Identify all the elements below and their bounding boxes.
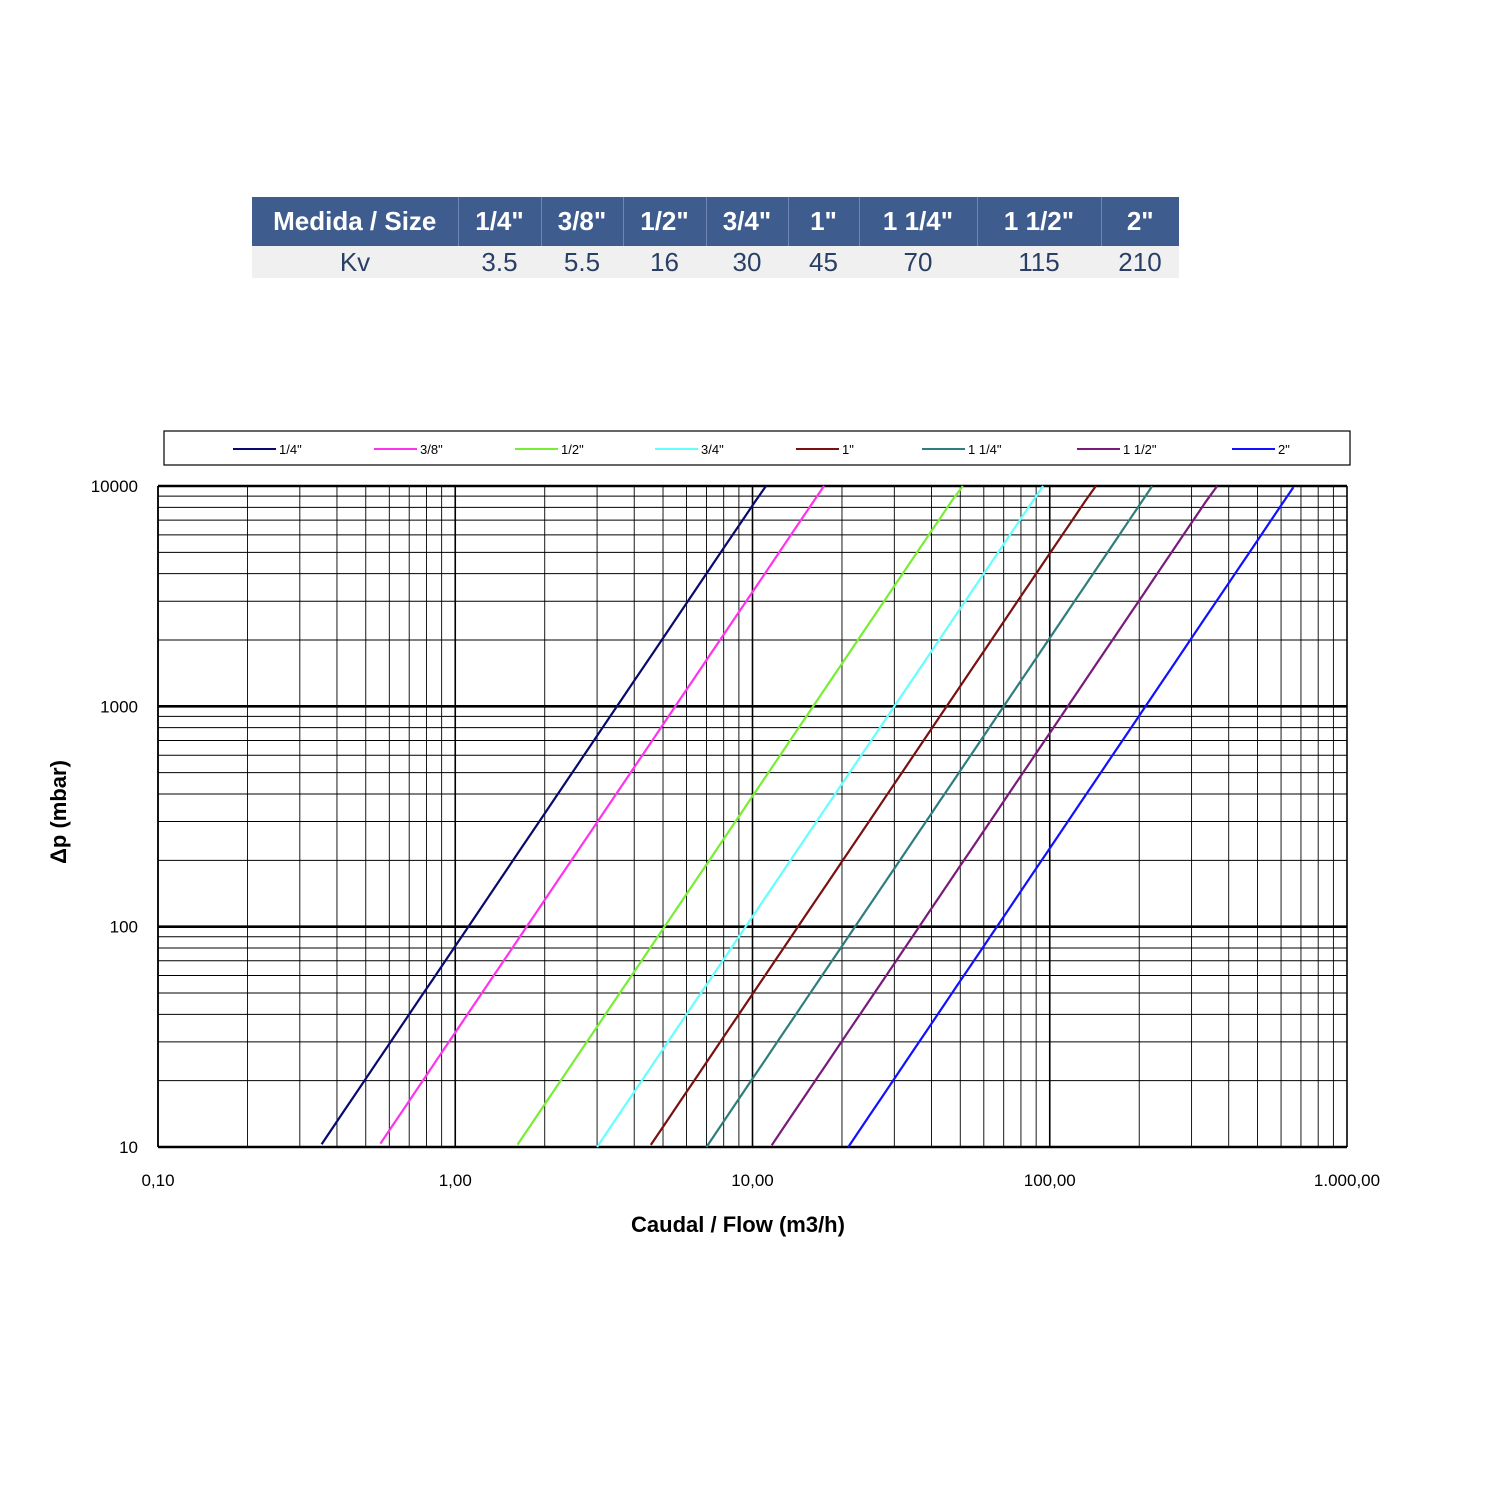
kv-cell: 70 (859, 246, 977, 278)
size-cell: 1 1/4" (859, 197, 978, 246)
legend-box (163, 430, 1351, 466)
x-tick-label: 100,00 (1024, 1171, 1076, 1190)
y-tick-label: 10000 (91, 477, 138, 496)
size-cell: 1 1/2" (977, 197, 1102, 246)
series-group (320, 485, 1295, 1148)
kv-cell: 3.5 (458, 246, 541, 278)
y-tick-label: 1000 (100, 697, 138, 716)
size-cell: 1" (788, 197, 860, 246)
legend-label: 1 1/2" (1123, 442, 1157, 457)
series-line (320, 485, 767, 1145)
size-cell: 2" (1101, 197, 1179, 246)
legend-label: 1/2" (561, 442, 584, 457)
kv-cell: 5.5 (541, 246, 623, 278)
size-cell: 1/4" (458, 197, 542, 246)
size-cell: 3/4" (706, 197, 789, 246)
x-tick-label: 1.000,00 (1314, 1171, 1380, 1190)
kv-cell: 45 (788, 246, 859, 278)
legend-label: 1 1/4" (968, 442, 1002, 457)
grid (157, 484, 1348, 1149)
series-line (847, 486, 1295, 1148)
x-tick-label: 0,10 (141, 1171, 174, 1190)
legend-label: 3/8" (420, 442, 443, 457)
x-tick-label: 1,00 (439, 1171, 472, 1190)
y-axis-title: Δp (mbar) (46, 760, 71, 864)
series-line (770, 485, 1219, 1146)
kv-table: Medida / Size 1/4" 3/8" 1/2" 3/4" 1" 1 1… (252, 197, 1179, 278)
kv-cell: 30 (706, 246, 788, 278)
legend: 1/4" 3/8" 1/2" 3/4" 1" 1 1/4" 1 1/2" 2" (163, 430, 1351, 466)
table-header-row: Medida / Size 1/4" 3/8" 1/2" 3/4" 1" 1 1… (252, 197, 1179, 246)
series-line (596, 485, 1045, 1148)
legend-label: 1" (842, 442, 854, 457)
size-cell: 1/2" (623, 197, 707, 246)
table-kv-row: Kv 3.5 5.5 16 30 45 70 115 210 (252, 246, 1179, 278)
series-line (649, 485, 1097, 1146)
x-tick-label: 10,00 (731, 1171, 774, 1190)
y-tick-label: 10 (119, 1138, 138, 1157)
series-line (379, 485, 825, 1145)
legend-label: 1/4" (279, 442, 302, 457)
kv-cell: 16 (623, 246, 706, 278)
kv-cell: 210 (1101, 246, 1179, 278)
legend-label: 2" (1278, 442, 1290, 457)
y-tick-label: 100 (110, 918, 138, 937)
series-line (516, 485, 964, 1146)
series-line (705, 485, 1154, 1148)
kv-cell: 115 (977, 246, 1101, 278)
size-header-label: Medida / Size (252, 197, 459, 246)
legend-label: 3/4" (701, 442, 724, 457)
size-cell: 3/8" (541, 197, 624, 246)
kv-row-label: Kv (252, 246, 458, 278)
x-axis-title: Caudal / Flow (m3/h) (631, 1212, 845, 1237)
tick-labels: 0,10 1,00 10,00 100,00 1.000,00 10 100 1000 1000… (91, 477, 1380, 1190)
